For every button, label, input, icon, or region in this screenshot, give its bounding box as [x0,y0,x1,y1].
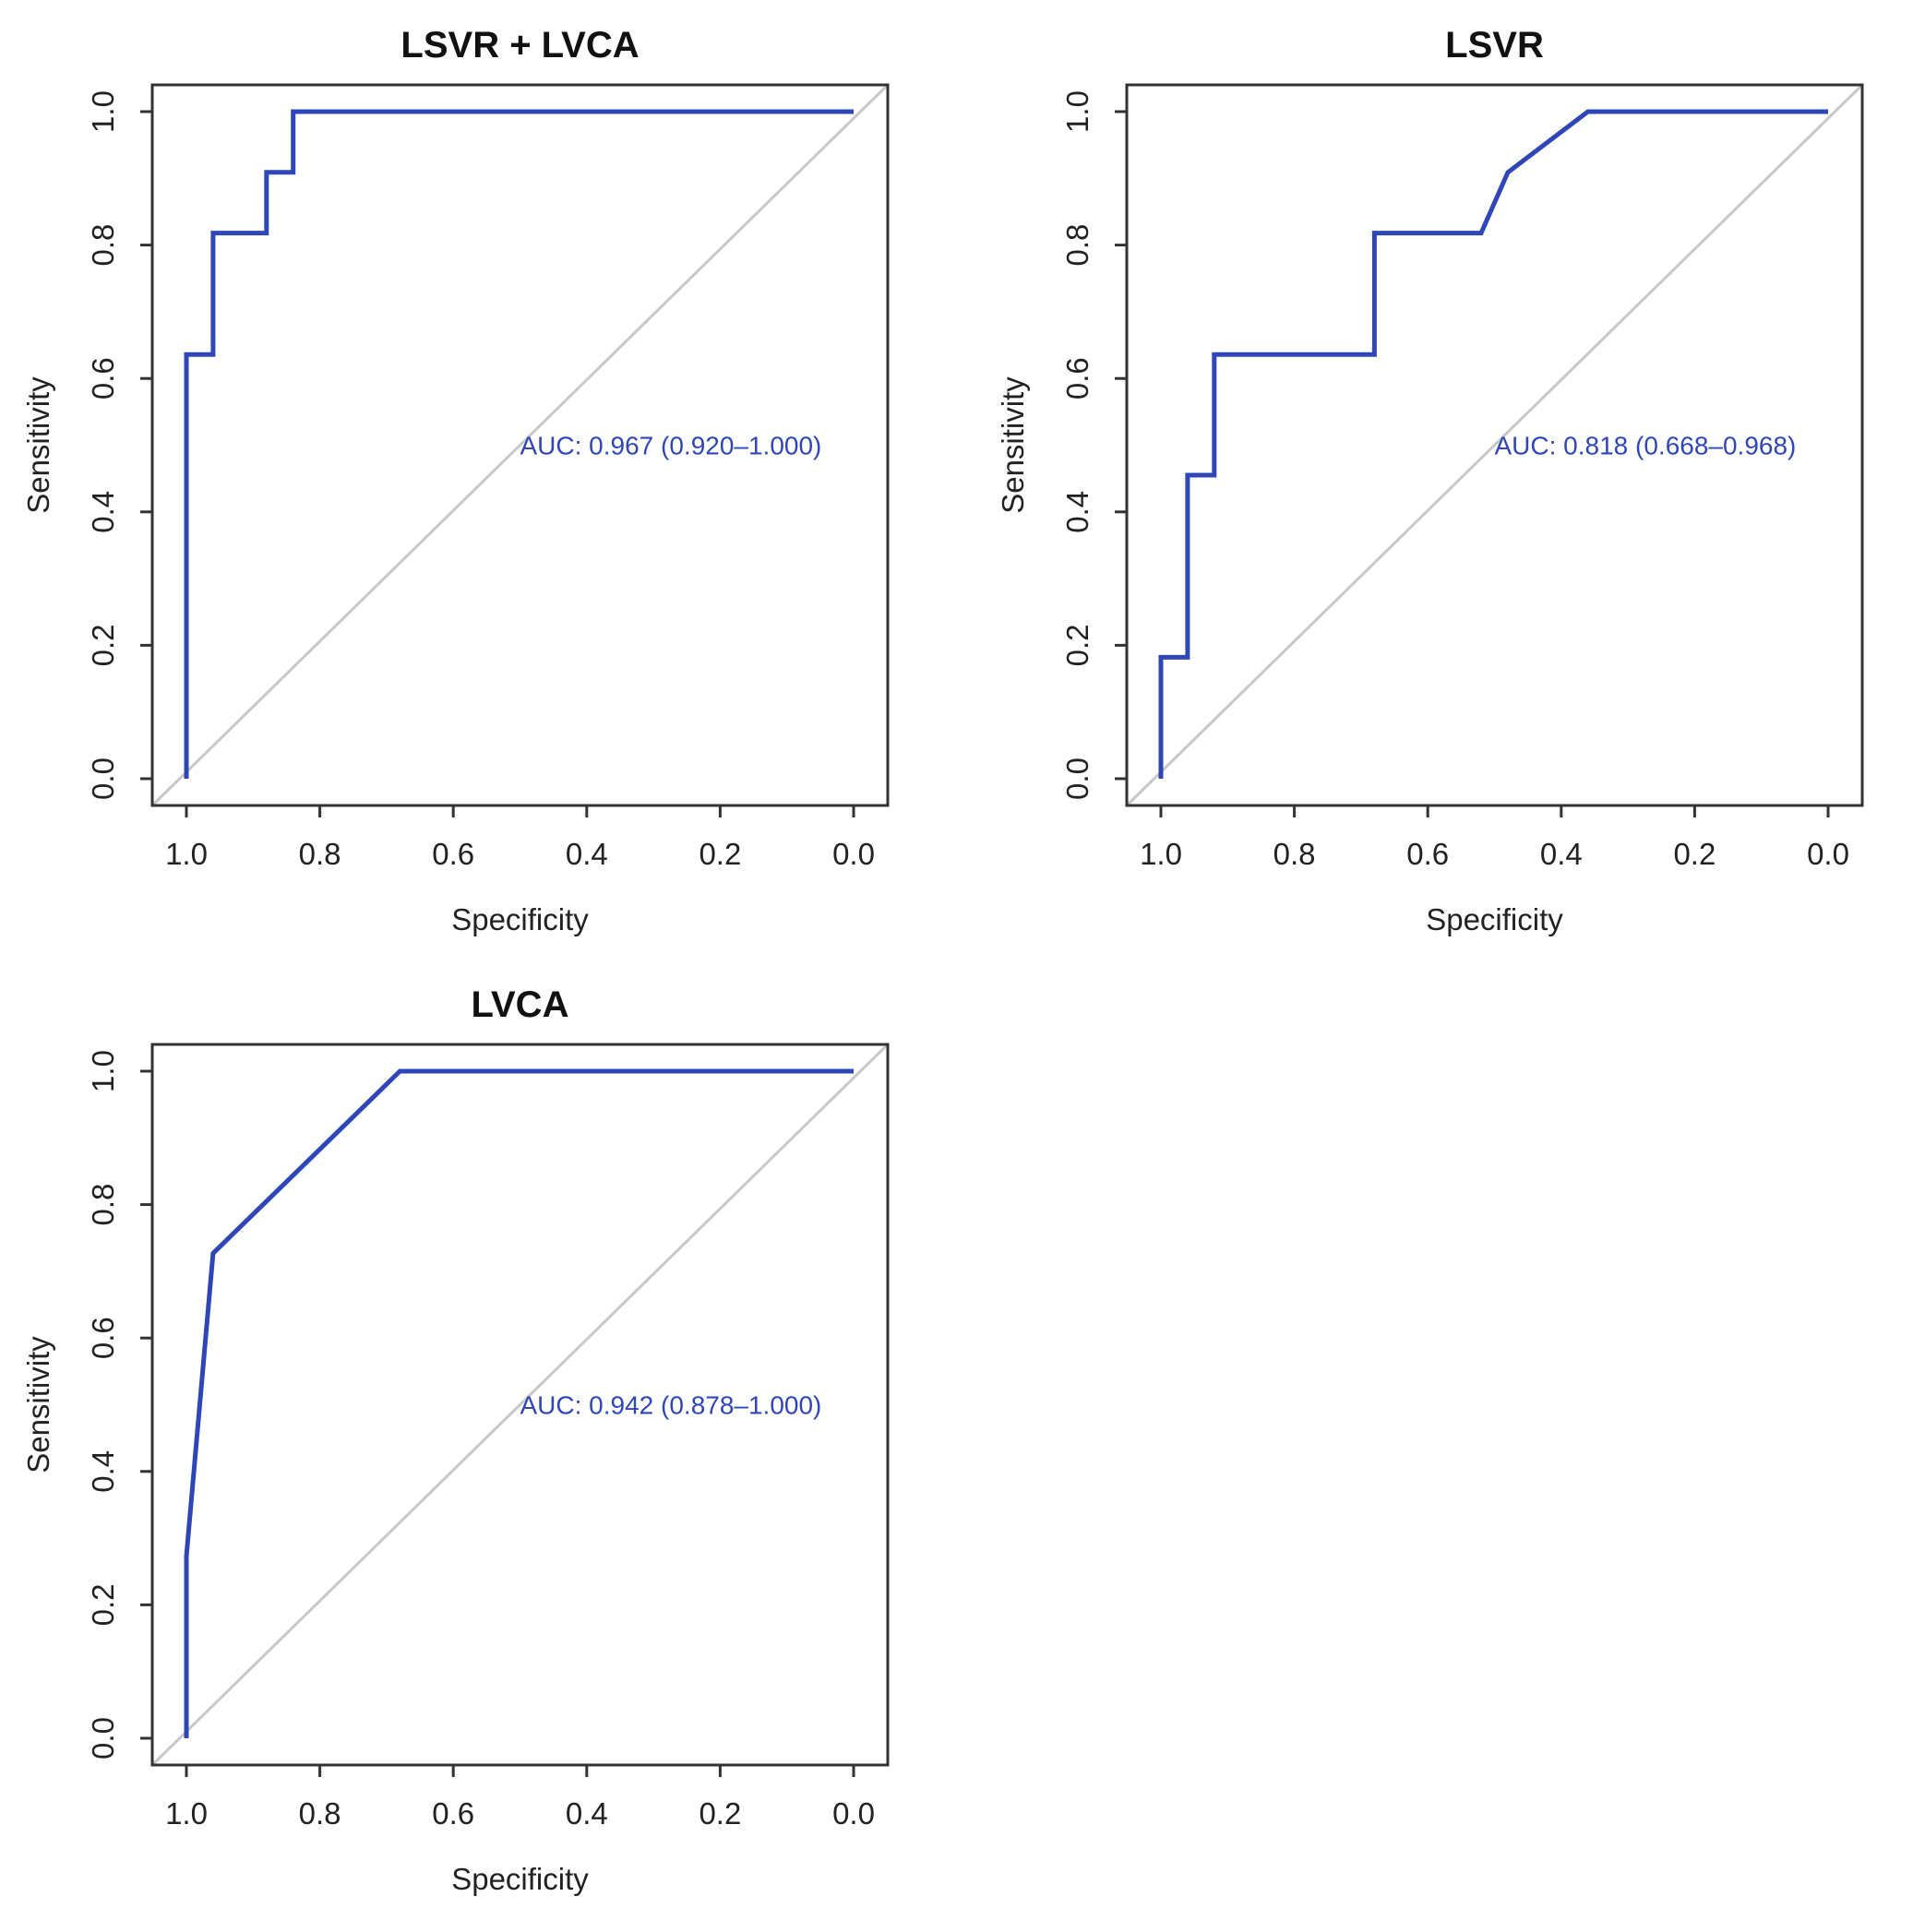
x-tick-label: 0.6 [432,1796,474,1831]
x-tick-label: 0.4 [1540,837,1583,871]
x-tick-label: 0.0 [1807,837,1849,871]
x-axis-label: Specificity [451,902,589,936]
x-tick-label: 0.2 [699,1796,741,1831]
y-tick-label: 0.6 [1060,357,1094,400]
chart-title: LSVR + LVCA [401,25,639,66]
roc-curve [184,1068,854,1738]
y-tick-label: 0.4 [86,491,120,533]
y-tick-label: 1.0 [86,1050,120,1092]
plot-frame [150,1043,890,1767]
y-tick-label: 0.4 [86,1450,120,1493]
auc-annotation: AUC: 0.967 (0.920–1.000) [520,432,822,460]
y-axis-label: Sensitivity [21,376,55,514]
y-tick-label: 0.8 [86,224,120,267]
auc-annotation: AUC: 0.942 (0.878–1.000) [520,1391,822,1420]
y-tick-label: 0.2 [86,1583,120,1626]
x-tick-label: 0.6 [1406,837,1449,871]
roc-panel-2: LSVR 1.0 0.8 0.6 0.4 0.2 0.0 0.0 0.2 0.4 0.6 0.8 1.0… [996,25,1864,936]
x-tick-label: 0.8 [299,837,341,871]
y-tick-label: 0.8 [1060,224,1094,267]
x-axis-label: Specificity [451,1862,589,1896]
roc-curve [184,109,854,779]
y-tick-label: 0.0 [86,1717,120,1759]
chance-diagonal-line [150,83,890,807]
x-tick-label: 0.0 [832,837,875,871]
roc-curve [1158,109,1828,779]
plot-frame [150,83,890,807]
roc-panel-1: LSVR + LVCA 1.0 0.8 0.6 0.4 0.2 0.0 0.0 0.2 0.4 0.… [21,25,890,936]
x-tick-label: 0.8 [1273,837,1316,871]
x-tick-label: 0.8 [299,1796,341,1831]
y-tick-label: 0.6 [86,1317,120,1359]
y-tick-label: 0.2 [1060,624,1094,666]
x-tick-label: 0.2 [699,837,741,871]
y-tick-label: 0.0 [86,757,120,800]
y-axis-label: Sensitivity [21,1336,55,1473]
x-tick-label: 1.0 [165,1796,208,1831]
x-tick-label: 0.4 [566,1796,608,1831]
y-tick-label: 0.0 [1060,757,1094,800]
x-tick-label: 0.2 [1673,837,1716,871]
y-tick-label: 0.8 [86,1184,120,1226]
plot-frame [1125,83,1864,807]
x-tick-label: 0.0 [832,1796,875,1831]
chance-diagonal-line [150,1043,890,1767]
y-tick-label: 0.6 [86,357,120,400]
x-axis-label: Specificity [1426,902,1563,936]
y-tick-label: 1.0 [1060,90,1094,133]
y-tick-label: 0.2 [86,624,120,666]
x-tick-label: 1.0 [1140,837,1182,871]
y-tick-label: 0.4 [1060,491,1094,533]
auc-annotation: AUC: 0.818 (0.668–0.968) [1495,432,1797,460]
y-axis-label: Sensitivity [996,376,1030,514]
chart-title: LSVR [1445,25,1544,66]
chart-title: LVCA [472,984,569,1025]
chance-diagonal-line [1125,83,1864,807]
x-tick-label: 0.6 [432,837,474,871]
x-tick-label: 0.4 [566,837,608,871]
x-tick-label: 1.0 [165,837,208,871]
roc-panel-3: LVCA 1.0 0.8 0.6 0.4 0.2 0.0 0.0 0.2 0.4 0.6 0.8 1.0… [21,984,890,1896]
y-tick-label: 1.0 [86,90,120,133]
